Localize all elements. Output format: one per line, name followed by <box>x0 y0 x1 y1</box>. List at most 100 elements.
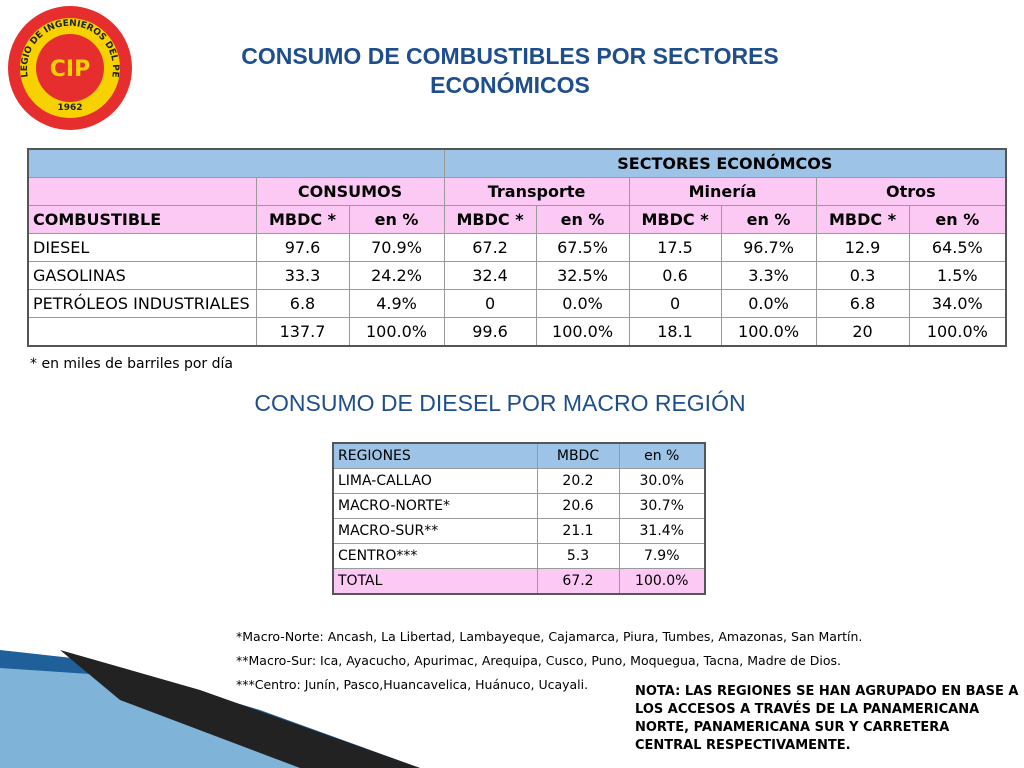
logo-mark: CIP <box>50 57 90 82</box>
cell: 20.2 <box>536 468 620 494</box>
cell: PETRÓLEOS INDUSTRIALES <box>27 289 257 318</box>
cell: 32.4 <box>443 261 537 290</box>
cell: 17.5 <box>628 233 722 262</box>
group-header: CONSUMOS <box>255 177 445 206</box>
column-header: en % <box>348 205 445 234</box>
total-cell: 137.7 <box>255 317 350 347</box>
cell: 0 <box>628 289 722 318</box>
cell: MACRO-NORTE* <box>332 493 538 519</box>
column-header: MBDC * <box>628 205 722 234</box>
total-cell: 67.2 <box>536 568 620 595</box>
group-header: Otros <box>815 177 1007 206</box>
header-row: REGIONES MBDC en % <box>332 442 706 469</box>
cell: 21.1 <box>536 518 620 544</box>
note: **Macro-Sur: Ica, Ayacucho, Apurimac, Ar… <box>236 653 841 668</box>
data-row: MACRO-SUR** 21.1 31.4% <box>332 518 706 544</box>
cell: 4.9% <box>348 289 445 318</box>
cell: 12.9 <box>815 233 910 262</box>
super-header: SECTORES ECONÓMCOS <box>443 148 1007 178</box>
data-row: DIESEL 97.6 70.9% 67.2 67.5% 17.5 96.7% 12.9 64.… <box>27 233 1007 262</box>
cell: CENTRO*** <box>332 543 538 569</box>
cell: 0 <box>443 289 537 318</box>
total-cell: 18.1 <box>628 317 722 347</box>
section-title: CONSUMO DE DIESEL POR MACRO REGIÓN <box>254 390 746 416</box>
data-row: GASOLINAS 33.3 24.2% 32.4 32.5% 0.6 3.3% 0.3 1.5… <box>27 261 1007 290</box>
total-cell: 99.6 <box>443 317 537 347</box>
cell: 34.0% <box>908 289 1007 318</box>
group-header: Minería <box>628 177 817 206</box>
group-row: CONSUMOS Transporte Minería Otros <box>27 177 1007 206</box>
cell: 32.5% <box>535 261 630 290</box>
column-header: REGIONES <box>332 442 538 469</box>
cell: 3.3% <box>720 261 817 290</box>
total-cell: 100.0% <box>908 317 1007 347</box>
region-table: REGIONES MBDC en % LIMA-CALLAO 20.2 30.0% MACR… <box>332 442 706 595</box>
notes: *Macro-Norte: Ancash, La Libertad, Lamba… <box>236 625 862 697</box>
cell: 67.2 <box>443 233 537 262</box>
column-header: COMBUSTIBLE <box>27 205 257 234</box>
blank-cell <box>27 317 257 347</box>
total-cell: 100.0% <box>535 317 630 347</box>
cell: 33.3 <box>255 261 350 290</box>
data-row: PETRÓLEOS INDUSTRIALES 6.8 4.9% 0 0.0% 0 0.0% 6… <box>27 289 1007 318</box>
header-row: SECTORES ECONÓMCOS <box>27 148 1007 178</box>
note: ***Centro: Junín, Pasco,Huancavelica, Hu… <box>236 677 589 692</box>
column-header: MBDC <box>536 442 620 469</box>
cell: 6.8 <box>255 289 350 318</box>
cell: 7.9% <box>618 543 706 569</box>
column-header: en % <box>908 205 1007 234</box>
total-row: 137.7 100.0% 99.6 100.0% 18.1 100.0% 20 100.0% <box>27 317 1007 347</box>
swoosh <box>60 650 420 768</box>
logo-year: 1962 <box>57 103 82 113</box>
cell: 31.4% <box>618 518 706 544</box>
column-header: MBDC * <box>815 205 910 234</box>
column-header: MBDC * <box>443 205 537 234</box>
column-header: en % <box>720 205 817 234</box>
sector-table: SECTORES ECONÓMCOS CONSUMOS Transporte Mine… <box>27 148 1008 347</box>
cell: 0.0% <box>535 289 630 318</box>
cell: 0.3 <box>815 261 910 290</box>
column-header: en % <box>535 205 630 234</box>
data-row: LIMA-CALLAO 20.2 30.0% <box>332 468 706 494</box>
total-cell: 100.0% <box>618 568 706 595</box>
column-header: MBDC * <box>255 205 350 234</box>
cell: 30.7% <box>618 493 706 519</box>
group-header: Transporte <box>443 177 630 206</box>
cell: 6.8 <box>815 289 910 318</box>
note: *Macro-Norte: Ancash, La Libertad, Lamba… <box>236 629 863 644</box>
cell: 64.5% <box>908 233 1007 262</box>
cell: 1.5% <box>908 261 1007 290</box>
logo-center <box>36 34 104 102</box>
cell: 20.6 <box>536 493 620 519</box>
column-row: COMBUSTIBLE MBDC * en % MBDC * en % MBDC * en … <box>27 205 1007 234</box>
blank-cell <box>27 148 445 178</box>
cell: LIMA-CALLAO <box>332 468 538 494</box>
total-row: TOTAL 67.2 100.0% <box>332 568 706 595</box>
data-row: MACRO-NORTE* 20.6 30.7% <box>332 493 706 519</box>
total-cell: 100.0% <box>348 317 445 347</box>
remark: NOTA: LAS REGIONES SE HAN AGRUPADO EN BA… <box>635 684 1019 753</box>
total-cell: 20 <box>815 317 910 347</box>
cell: DIESEL <box>27 233 257 262</box>
cell: MACRO-SUR** <box>332 518 538 544</box>
logo: COLEGIO DE INGENIEROS DEL PERÚ CIP 1962 <box>0 0 132 130</box>
data-row: CENTRO*** 5.3 7.9% <box>332 543 706 569</box>
total-cell: 100.0% <box>720 317 817 347</box>
title: CONSUMO DE COMBUSTIBLES POR SECTORES ECO… <box>241 43 779 98</box>
cell: 70.9% <box>348 233 445 262</box>
footnote: * en miles de barriles por día <box>30 356 233 372</box>
cell: 24.2% <box>348 261 445 290</box>
cell: 0.6 <box>628 261 722 290</box>
cell: 97.6 <box>255 233 350 262</box>
cell: 0.0% <box>720 289 817 318</box>
cell: GASOLINAS <box>27 261 257 290</box>
cell: 67.5% <box>535 233 630 262</box>
cell: 96.7% <box>720 233 817 262</box>
column-header: en % <box>618 442 706 469</box>
total-cell: TOTAL <box>332 568 538 595</box>
cell: 5.3 <box>536 543 620 569</box>
cell: 30.0% <box>618 468 706 494</box>
blank-cell <box>27 177 257 206</box>
